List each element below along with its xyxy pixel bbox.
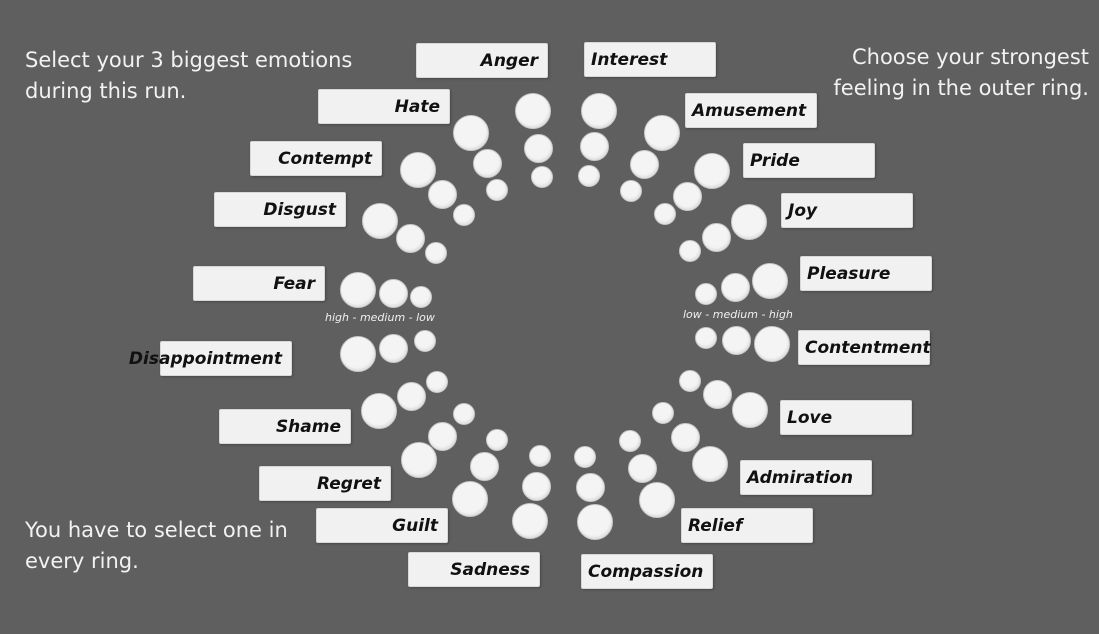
emotion-label-disappointment[interactable]: Disappointment (129, 341, 292, 376)
emotion-label-anger[interactable]: Anger (416, 43, 548, 78)
intensity-high-hate-radio[interactable] (453, 115, 489, 151)
emotion-label-pride[interactable]: Pride (743, 143, 875, 178)
intensity-high-interest-radio[interactable] (581, 93, 617, 129)
instruction-top-left: Select your 3 biggest emotions during th… (25, 48, 353, 103)
intensity-high-love-radio[interactable] (732, 392, 768, 428)
intensity-high-disappointment-radio[interactable] (340, 336, 376, 372)
intensity-low-fear-radio[interactable] (410, 286, 432, 308)
intensity-medium-disappointment-radio[interactable] (378, 333, 408, 363)
intensity-high-shame-radio[interactable] (361, 393, 397, 429)
intensity-medium-contempt-radio[interactable] (427, 179, 457, 209)
emotion-label-guilt[interactable]: Guilt (316, 508, 448, 543)
emotion-label-sadness[interactable]: Sadness (408, 552, 540, 587)
emotion-label-compassion[interactable]: Compassion (581, 554, 713, 589)
intensity-medium-interest-radio[interactable] (579, 131, 609, 161)
intensity-high-compassion-radio[interactable] (577, 504, 613, 540)
emotion-label-admiration[interactable]: Admiration (740, 460, 872, 495)
intensity-low-love-radio[interactable] (679, 370, 701, 392)
intensity-low-sadness-radio[interactable] (529, 445, 551, 467)
intensity-medium-sadness-radio[interactable] (521, 471, 551, 501)
emotion-label-pleasure[interactable]: Pleasure (800, 256, 932, 291)
intensity-medium-regret-radio[interactable] (427, 421, 457, 451)
emotion-label-shame[interactable]: Shame (219, 409, 351, 444)
intensity-high-relief-radio[interactable] (639, 482, 675, 518)
intensity-medium-disgust-radio[interactable] (395, 223, 425, 253)
intensity-medium-joy-radio[interactable] (701, 222, 731, 252)
intensity-high-regret-radio[interactable] (401, 442, 437, 478)
intensity-medium-amusement-radio[interactable] (629, 149, 659, 179)
intensity-low-joy-radio[interactable] (679, 240, 701, 262)
intensity-medium-fear-radio[interactable] (378, 278, 408, 308)
emotion-label-contempt[interactable]: Contempt (250, 141, 382, 176)
intensity-low-admiration-radio[interactable] (652, 402, 674, 424)
intensity-low-shame-radio[interactable] (426, 371, 448, 393)
instruction-bottom-left: You have to select one in every ring. (25, 518, 288, 573)
intensity-high-contempt-radio[interactable] (400, 152, 436, 188)
intensity-low-disappointment-radio[interactable] (414, 330, 436, 352)
intensity-low-anger-radio[interactable] (531, 166, 553, 188)
intensity-high-fear-radio[interactable] (340, 272, 376, 308)
emotion-label-love[interactable]: Love (780, 400, 912, 435)
intensity-high-joy-radio[interactable] (731, 204, 767, 240)
intensity-medium-shame-radio[interactable] (396, 381, 426, 411)
intensity-low-relief-radio[interactable] (619, 430, 641, 452)
intensity-low-pride-radio[interactable] (654, 203, 676, 225)
intensity-low-interest-radio[interactable] (578, 165, 600, 187)
intensity-low-contempt-radio[interactable] (453, 204, 475, 226)
intensity-medium-relief-radio[interactable] (627, 453, 657, 483)
intensity-medium-hate-radio[interactable] (472, 148, 502, 178)
intensity-medium-pride-radio[interactable] (672, 181, 702, 211)
emotion-label-contentment[interactable]: Contentment (798, 330, 931, 365)
intensity-high-disgust-radio[interactable] (362, 203, 398, 239)
intensity-scale-left: high - medium - low (325, 311, 435, 324)
intensity-high-anger-radio[interactable] (515, 93, 551, 129)
emotion-label-hate[interactable]: Hate (318, 89, 450, 124)
intensity-high-amusement-radio[interactable] (644, 115, 680, 151)
intensity-low-disgust-radio[interactable] (425, 242, 447, 264)
emotion-label-interest[interactable]: Interest (584, 42, 716, 77)
intensity-low-contentment-radio[interactable] (695, 327, 717, 349)
emotion-label-amusement[interactable]: Amusement (685, 93, 817, 128)
intensity-high-pride-radio[interactable] (694, 153, 730, 189)
emotion-label-fear[interactable]: Fear (193, 266, 325, 301)
intensity-medium-anger-radio[interactable] (523, 133, 553, 163)
intensity-high-contentment-radio[interactable] (754, 326, 790, 362)
intensity-medium-pleasure-radio[interactable] (720, 272, 750, 302)
emotion-label-joy[interactable]: Joy (781, 193, 913, 228)
intensity-high-guilt-radio[interactable] (452, 481, 488, 517)
emotion-label-regret[interactable]: Regret (259, 466, 391, 501)
intensity-high-pleasure-radio[interactable] (752, 263, 788, 299)
intensity-medium-admiration-radio[interactable] (670, 422, 700, 452)
emotion-label-disgust[interactable]: Disgust (214, 192, 346, 227)
intensity-low-amusement-radio[interactable] (620, 180, 642, 202)
intensity-low-guilt-radio[interactable] (486, 429, 508, 451)
instruction-top-right: Choose your strongest feeling in the out… (833, 45, 1089, 100)
intensity-high-admiration-radio[interactable] (692, 446, 728, 482)
intensity-scale-right: low - medium - high (683, 308, 793, 321)
intensity-low-compassion-radio[interactable] (574, 446, 596, 468)
intensity-medium-compassion-radio[interactable] (575, 472, 605, 502)
intensity-low-regret-radio[interactable] (453, 403, 475, 425)
intensity-low-hate-radio[interactable] (486, 179, 508, 201)
emotion-label-relief[interactable]: Relief (681, 508, 813, 543)
intensity-high-sadness-radio[interactable] (512, 503, 548, 539)
intensity-medium-love-radio[interactable] (702, 379, 732, 409)
intensity-low-pleasure-radio[interactable] (695, 283, 717, 305)
intensity-medium-guilt-radio[interactable] (469, 451, 499, 481)
intensity-medium-contentment-radio[interactable] (721, 325, 751, 355)
